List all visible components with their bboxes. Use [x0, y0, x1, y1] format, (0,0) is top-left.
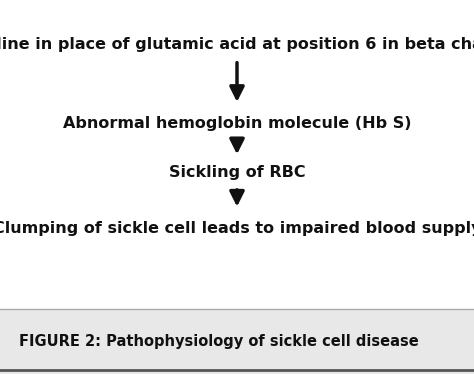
FancyBboxPatch shape	[0, 309, 474, 374]
Text: Abnormal hemoglobin molecule (Hb S): Abnormal hemoglobin molecule (Hb S)	[63, 116, 411, 131]
Text: Sickling of RBC: Sickling of RBC	[169, 165, 305, 180]
Text: FIGURE 2: Pathophysiology of sickle cell disease: FIGURE 2: Pathophysiology of sickle cell…	[19, 334, 419, 349]
Text: Clumping of sickle cell leads to impaired blood supply: Clumping of sickle cell leads to impaire…	[0, 221, 474, 236]
Text: Valine in place of glutamic acid at position 6 in beta chain: Valine in place of glutamic acid at posi…	[0, 37, 474, 52]
